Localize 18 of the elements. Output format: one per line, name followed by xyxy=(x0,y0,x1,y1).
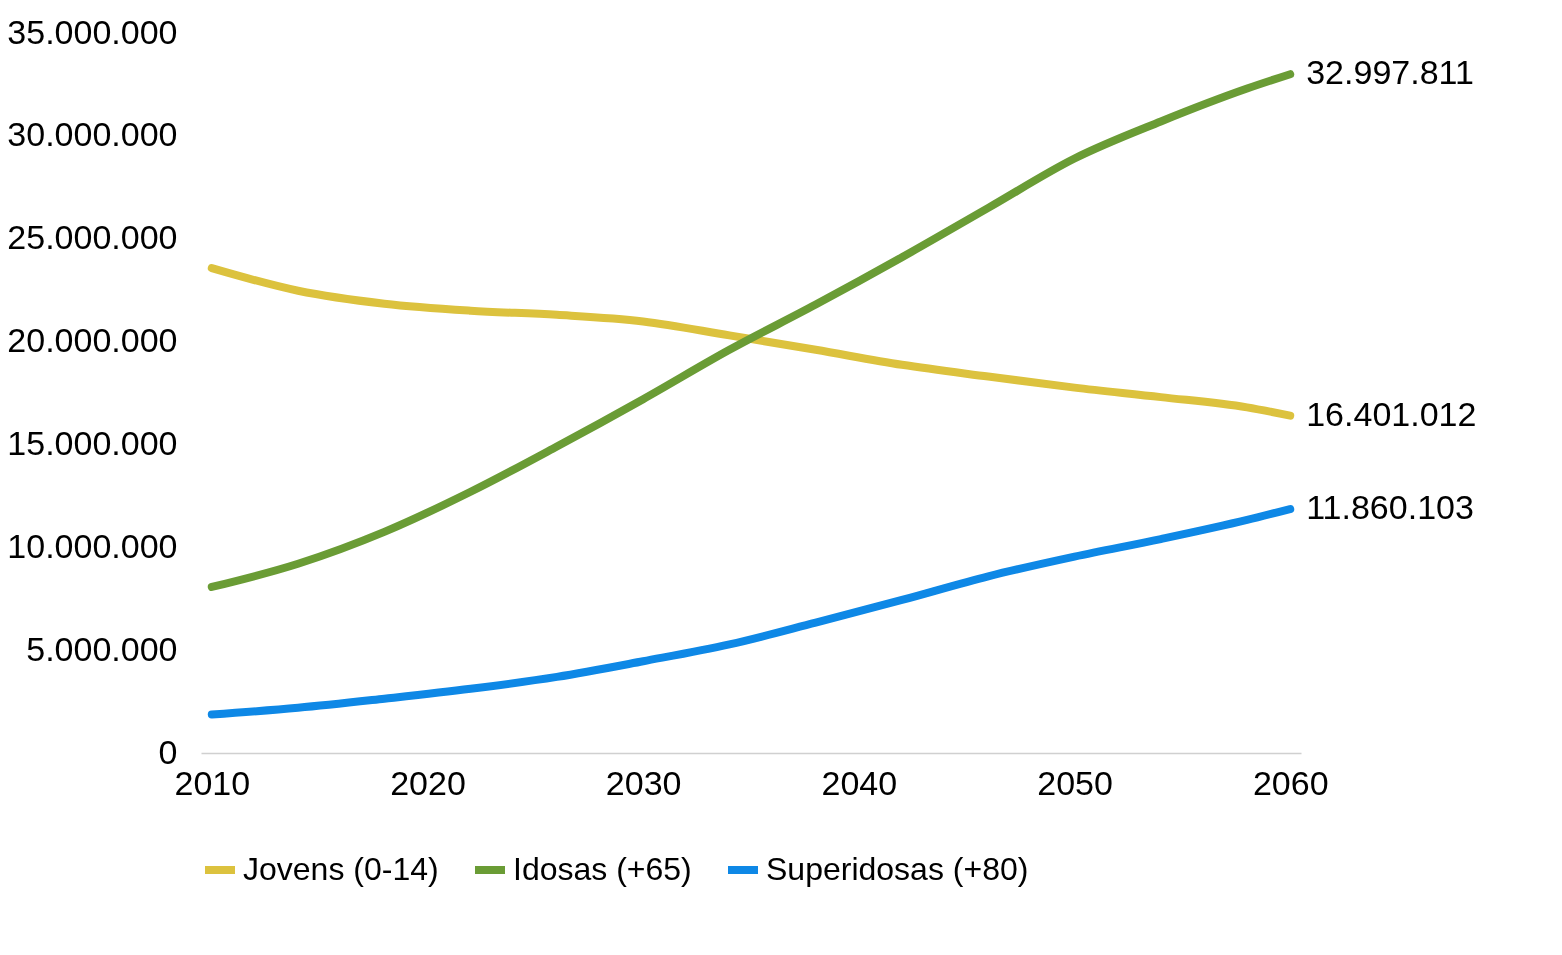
y-tick-label: 35.000.000 xyxy=(7,12,178,51)
y-tick-label: 15.000.000 xyxy=(7,423,178,462)
y-tick-label: 5.000.000 xyxy=(26,629,178,668)
y-tick-label: 10.000.000 xyxy=(7,526,178,565)
x-tick-label: 2040 xyxy=(821,763,898,802)
data-label: 11.860.103 xyxy=(1306,488,1474,527)
data-label: 16.401.012 xyxy=(1306,394,1477,433)
x-tick-label: 2030 xyxy=(605,763,682,802)
data-label: 32.997.811 xyxy=(1306,53,1474,92)
y-tick-label: 30.000.000 xyxy=(7,115,178,154)
y-tick-label: 20.000.000 xyxy=(7,321,178,360)
legend-label: Idosas (+65) xyxy=(513,851,692,887)
x-tick-label: 2050 xyxy=(1037,763,1113,802)
legend-label: Jovens (0-14) xyxy=(243,851,439,887)
y-tick-label: 25.000.000 xyxy=(7,218,178,257)
x-tick-label: 2060 xyxy=(1252,763,1329,802)
x-tick-label: 2020 xyxy=(390,763,466,802)
legend-label: Superidosas (+80) xyxy=(766,851,1029,887)
